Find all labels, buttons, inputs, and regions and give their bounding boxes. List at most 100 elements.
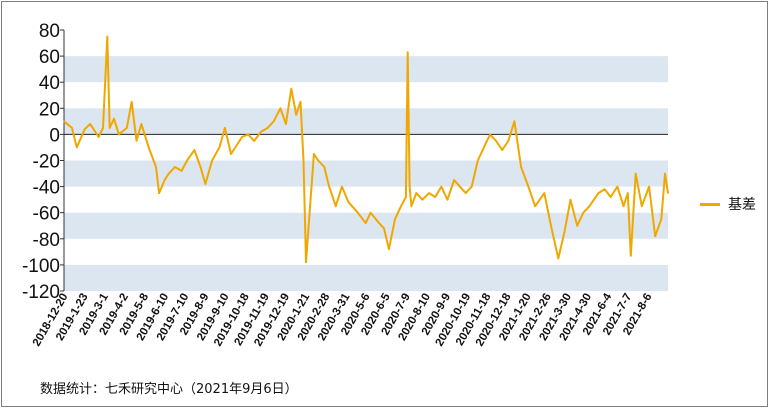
series-point [520,166,522,168]
series-point [97,136,100,138]
series-point [89,123,91,125]
series-point [501,149,504,151]
y-tick-label: 60 [39,47,60,68]
series-point [323,166,326,168]
series-point [357,211,359,214]
series-point [118,133,120,136]
series-point [609,196,612,198]
series-point [163,179,166,181]
series-point [616,185,619,188]
series-point [434,196,437,198]
y-tick-label: 40 [39,73,60,94]
series-point [305,261,307,264]
series-point [667,192,669,194]
series-point [135,140,138,142]
y-tick-label: -60 [33,204,60,225]
series-point [588,205,591,207]
series-point [290,87,293,90]
series-point [299,101,302,103]
series-point [272,120,275,123]
series-point [495,140,497,142]
series-point [147,146,150,149]
series-point [224,127,226,129]
series-point [513,120,516,123]
x-axis: 2018-12-202019-1-232019-3-12019-4-22019-… [31,291,655,348]
y-tick-label: -80 [33,230,60,251]
y-tick-label: -100 [22,256,60,277]
series-point [174,166,176,168]
series-point [477,159,479,162]
series-point [302,159,305,162]
series-point [204,183,207,185]
series-point [71,127,73,129]
series-point [550,225,552,227]
series-point [440,185,443,188]
series-point [569,198,572,201]
series-point [168,172,170,175]
series-point [199,166,202,168]
source-note: 数据统计：七禾研究中心（2021年9月6日） [40,382,298,397]
series-point [266,127,269,129]
y-tick-label: 80 [39,21,60,42]
y-tick-label: 0 [49,125,60,146]
series-point [464,192,467,194]
series-point [408,185,411,188]
series-point [341,185,343,188]
series-point [211,159,213,162]
series-point [388,248,390,250]
series-point [126,127,128,129]
series-point [230,153,232,155]
series-point [543,192,546,194]
series-point [405,196,407,198]
series-point [241,136,243,138]
series-point [421,198,424,201]
series-point [534,205,536,207]
series-point [489,133,491,136]
y-tick-label: 20 [39,99,60,120]
series-point [108,127,111,129]
series-point [364,222,367,224]
chart-bands [64,56,668,291]
series-point [406,51,409,53]
grid-band [64,264,668,291]
series-point [347,201,350,204]
series-point [507,140,510,142]
series-point [180,170,183,172]
series-point [378,222,380,224]
series-point [446,198,449,201]
series-point [664,172,666,175]
legend-label: 基差 [728,197,756,213]
series-point [622,205,625,207]
series-point [76,146,78,149]
series-point [400,205,402,207]
series-group [63,35,669,264]
series-point [260,131,262,133]
series-point [415,192,418,194]
y-tick-label: -40 [33,178,60,199]
legend: 基差 [700,194,756,214]
series-point [102,127,104,129]
series-point [106,35,109,38]
series-point [335,205,337,207]
series-point [582,211,585,214]
series-point [648,185,650,188]
legend-swatch [700,202,720,206]
series-point [627,192,629,194]
series-point [576,225,578,227]
series-point [410,205,413,207]
series-point [63,120,65,123]
y-tick-label: -120 [22,282,60,303]
series-point [453,179,455,181]
series-point [186,159,188,162]
series-point [428,192,430,194]
grid-band [64,56,668,83]
series-point [634,172,637,175]
series-point [470,185,473,188]
series-point [193,149,196,151]
grid-band [64,108,668,135]
series-point [295,114,298,116]
series-point [130,101,133,103]
series-point [597,192,600,194]
series-point [563,231,566,234]
